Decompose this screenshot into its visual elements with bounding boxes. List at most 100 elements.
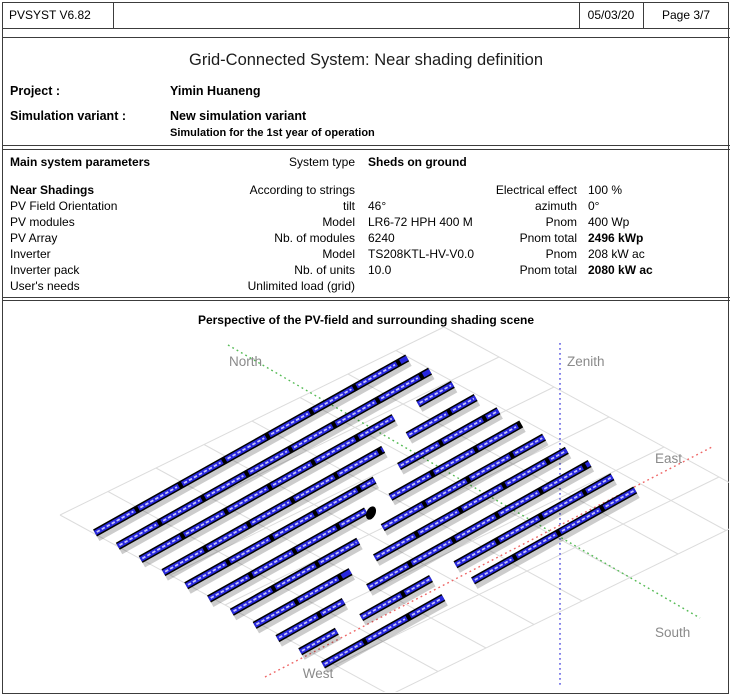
pv-row-shadow bbox=[455, 477, 617, 573]
param-cell: 0° bbox=[588, 199, 600, 213]
pv-cell-lines bbox=[478, 426, 517, 449]
pv-cell-lines bbox=[514, 437, 543, 455]
pv-row-shadow bbox=[95, 358, 412, 541]
divider bbox=[2, 297, 730, 298]
project-label: Project : bbox=[10, 84, 61, 98]
pv-cell-lines bbox=[367, 618, 406, 641]
pv-cell-lines bbox=[185, 512, 224, 535]
divider bbox=[113, 2, 114, 29]
pv-cell-lines bbox=[322, 601, 343, 614]
pv-cell-lines bbox=[400, 444, 438, 467]
app-version: PVSYST V6.82 bbox=[9, 8, 91, 22]
param-cell: 2496 kWp bbox=[588, 231, 644, 245]
pv-cell-lines bbox=[383, 505, 422, 528]
param-cell: LR6-72 HPH 400 M bbox=[368, 215, 473, 229]
param-row: Inverter pack Nb. of units 10.0 Pnom total 2… bbox=[0, 264, 732, 277]
pv-cell-lines bbox=[487, 410, 498, 418]
pv-shed-segment bbox=[399, 355, 409, 365]
pv-cell-lines bbox=[141, 537, 180, 560]
compass-label-south: South bbox=[655, 625, 690, 640]
pv-cell-lines bbox=[233, 589, 271, 613]
pv-row-shadow bbox=[141, 418, 398, 568]
pv-cell-lines bbox=[320, 541, 357, 564]
param-cell: Near Shadings bbox=[10, 183, 95, 197]
pv-row-shadow bbox=[383, 438, 549, 536]
pv-cell-lines bbox=[272, 463, 311, 486]
pv-cell-lines bbox=[253, 552, 292, 575]
param-cell: Model bbox=[322, 247, 355, 261]
pv-cell-lines bbox=[456, 516, 495, 539]
pv-shed-segment bbox=[421, 368, 432, 378]
pv-cell-lines bbox=[561, 509, 600, 532]
pv-cell-lines bbox=[427, 480, 466, 503]
pv-row-shadow bbox=[368, 464, 595, 596]
pv-cell-lines bbox=[139, 486, 178, 509]
pv-cell-lines bbox=[369, 565, 407, 588]
param-row: User's needs Unlimited load (grid) bbox=[0, 280, 732, 293]
pv-shed-segment bbox=[602, 487, 637, 510]
pv-cell-lines bbox=[376, 535, 414, 558]
pv-row-shadow bbox=[163, 450, 388, 581]
param-cell: Inverter bbox=[10, 247, 51, 261]
pv-cell-lines bbox=[359, 417, 393, 437]
param-cell: 208 kW ac bbox=[588, 247, 645, 261]
pv-cell-lines bbox=[299, 578, 338, 601]
compass-label-zenith: Zenith bbox=[567, 354, 605, 369]
pv-cell-lines bbox=[507, 462, 545, 485]
variant-value: New simulation variant bbox=[170, 109, 307, 123]
scene-origin-dot bbox=[365, 506, 377, 520]
pv-row-shadow bbox=[255, 572, 355, 634]
pv-row-shadow bbox=[418, 385, 458, 412]
param-row: PV modules Model LR6-72 HPH 400 M Pnom 400 W… bbox=[0, 216, 732, 229]
pv-cell-lines bbox=[543, 493, 582, 516]
pv-row-shadow bbox=[408, 398, 481, 444]
pv-cell-lines bbox=[406, 578, 430, 593]
pv-cell-lines bbox=[419, 511, 458, 534]
param-cell: 100 % bbox=[588, 183, 623, 197]
pv-cell-lines bbox=[227, 437, 265, 460]
pv-cell-lines bbox=[274, 514, 313, 537]
pv-shed-segment bbox=[380, 447, 385, 453]
north-south-axis bbox=[227, 344, 701, 619]
report-title: Grid-Connected System: Near shading defi… bbox=[188, 51, 544, 69]
pv-cell-lines bbox=[500, 492, 538, 515]
param-cell: Pnom bbox=[545, 247, 577, 261]
pv-cell-lines bbox=[337, 401, 375, 424]
pv-cell-lines bbox=[314, 388, 352, 411]
perspective-caption: Perspective of the PV-field and surround… bbox=[197, 313, 535, 327]
pv-cell-lines bbox=[297, 527, 336, 550]
param-cell: 2080 kW ac bbox=[588, 263, 653, 277]
param-cell: Pnom bbox=[545, 215, 577, 229]
pv-row-shadow bbox=[361, 579, 436, 626]
pv-row-shadow bbox=[118, 372, 435, 555]
report-date: 05/03/20 bbox=[587, 8, 635, 22]
param-row: PV Array Nb. of modules 6240 Pnom total 2496… bbox=[0, 232, 732, 245]
variant-subtitle: Simulation for the 1st year of operation bbox=[170, 127, 375, 139]
variant-label: Simulation variant : bbox=[10, 109, 126, 123]
ground-grid-line bbox=[394, 528, 729, 692]
pv-cell-lines bbox=[249, 450, 288, 473]
divider bbox=[2, 28, 730, 29]
param-cell: Nb. of units bbox=[294, 263, 355, 277]
pv-cell-lines bbox=[471, 456, 509, 479]
pv-cell-lines bbox=[413, 540, 451, 564]
pv-cell-lines bbox=[500, 518, 538, 541]
system-type-value: Sheds on ground bbox=[368, 155, 467, 169]
pv-cell-lines bbox=[339, 452, 377, 475]
pv-row-shadow bbox=[390, 424, 526, 506]
pv-cell-lines bbox=[187, 563, 226, 586]
pv-row-shadow bbox=[277, 602, 349, 647]
system-type-label: System type bbox=[288, 155, 355, 169]
param-cell: Electrical effect bbox=[495, 183, 577, 197]
pv-shed-segment bbox=[340, 569, 352, 579]
pv-cell-lines bbox=[550, 450, 566, 460]
pv-cell-lines bbox=[229, 488, 267, 511]
page-number: Page 3/7 bbox=[661, 8, 711, 22]
pv-cell-lines bbox=[206, 474, 244, 498]
param-cell: PV Field Orientation bbox=[10, 199, 118, 213]
pv-cell-lines bbox=[443, 419, 482, 442]
divider bbox=[2, 300, 730, 301]
param-cell: Pnom total bbox=[519, 263, 577, 277]
pv-cell-lines bbox=[255, 603, 294, 626]
